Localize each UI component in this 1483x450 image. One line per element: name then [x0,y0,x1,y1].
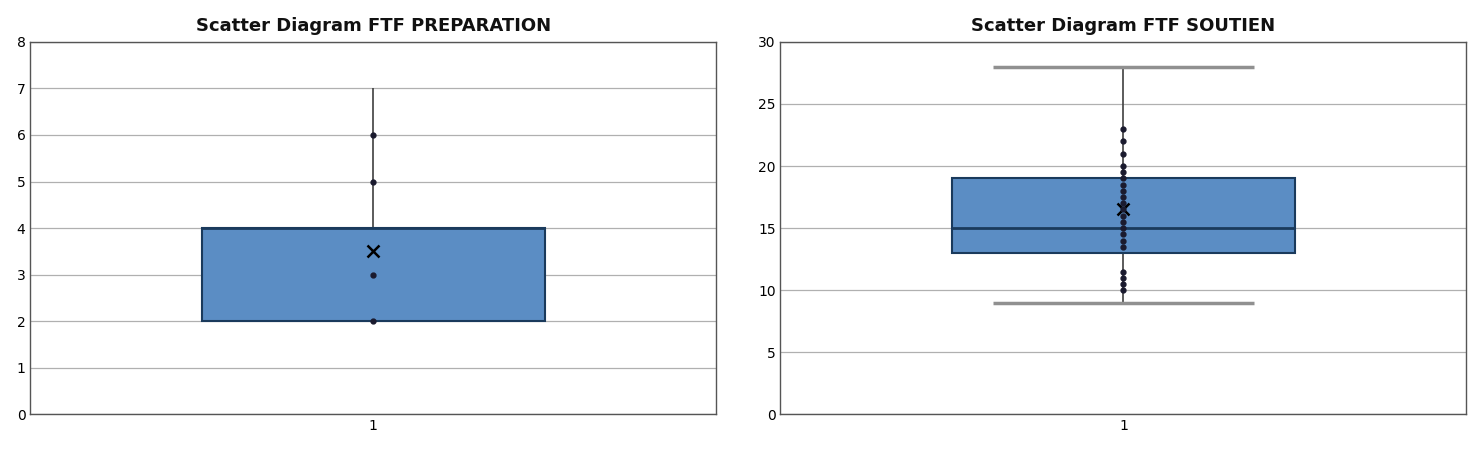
Title: Scatter Diagram FTF SOUTIEN: Scatter Diagram FTF SOUTIEN [971,17,1275,35]
Bar [202,228,544,321]
Title: Scatter Diagram FTF PREPARATION: Scatter Diagram FTF PREPARATION [196,17,550,35]
Bar [952,179,1295,253]
